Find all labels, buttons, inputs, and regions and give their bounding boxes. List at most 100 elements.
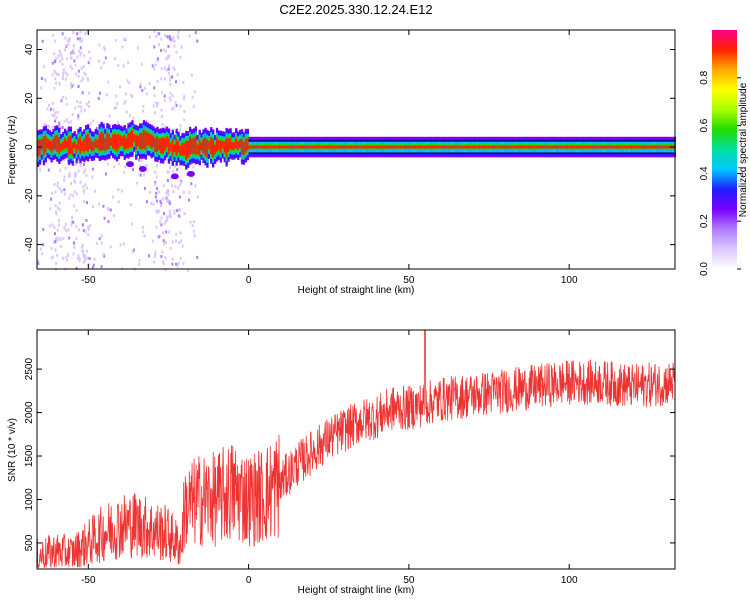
ridge-segment [448, 145, 451, 149]
noise-speckle [65, 43, 68, 47]
noise-speckle [102, 204, 105, 208]
noise-speckle [53, 114, 56, 118]
ridge-segment [356, 145, 359, 149]
spectrum-heatmap [37, 30, 676, 272]
x-tick-label: 50 [403, 575, 415, 586]
noise-speckle [54, 59, 57, 63]
noise-speckle [107, 207, 110, 211]
ridge-segment [106, 132, 109, 150]
ridge-segment [558, 145, 561, 149]
noise-speckle [79, 101, 82, 105]
noise-speckle [86, 102, 88, 106]
ridge-segment [587, 145, 590, 149]
noise-speckle [118, 162, 121, 166]
secondary-blob [138, 166, 147, 173]
ridge-segment [90, 141, 94, 152]
ridge-segment [521, 145, 525, 149]
noise-speckle [44, 79, 47, 83]
noise-speckle [78, 228, 81, 232]
y-tick-label: 2000 [24, 401, 35, 424]
ridge-segment [187, 140, 190, 159]
ridge-segment [289, 145, 292, 149]
noise-speckle [70, 82, 73, 86]
ridge-segment [467, 145, 471, 149]
noise-speckle [92, 263, 95, 267]
ridge-segment [144, 131, 147, 150]
noise-speckle [166, 170, 169, 174]
spectrum-y-axis-label: Frequency (Hz) [7, 116, 18, 185]
noise-speckle [54, 248, 57, 252]
noise-speckle [72, 31, 75, 35]
noise-speckle [166, 215, 169, 219]
noise-speckle [169, 75, 172, 79]
ridge-segment [379, 145, 382, 149]
ridge-segment [602, 145, 605, 149]
noise-speckle [100, 234, 103, 238]
noise-speckle [154, 250, 157, 254]
ridge-segment [214, 144, 217, 155]
ridge-segment [635, 145, 638, 149]
noise-speckle [182, 97, 185, 100]
noise-speckle [158, 32, 161, 36]
noise-speckle [100, 265, 103, 269]
ridge-segment [491, 145, 494, 149]
ridge-segment [450, 145, 453, 149]
noise-speckle [169, 128, 172, 132]
noise-speckle [114, 57, 117, 61]
noise-speckle [87, 61, 90, 65]
ridge-segment [117, 134, 121, 150]
noise-speckle [62, 256, 64, 260]
ridge-segment [221, 141, 224, 149]
noise-speckle [88, 91, 91, 95]
noise-speckle [80, 67, 83, 70]
ridge-segment [566, 145, 569, 149]
noise-speckle [39, 168, 41, 172]
noise-speckle [68, 174, 70, 177]
noise-speckle [76, 256, 79, 260]
noise-speckle [156, 211, 159, 215]
noise-speckle [75, 208, 78, 212]
noise-speckle [79, 46, 82, 50]
noise-speckle [52, 108, 55, 112]
ridge-segment [358, 145, 361, 149]
noise-speckle [77, 116, 80, 120]
ridge-segment [367, 145, 371, 149]
ridge-segment [550, 145, 553, 149]
noise-speckle [64, 256, 67, 260]
noise-speckle [131, 250, 134, 254]
noise-speckle [153, 255, 156, 259]
noise-speckle [41, 39, 44, 43]
ridge-segment [235, 137, 238, 149]
noise-speckle [143, 173, 146, 177]
noise-speckle [153, 260, 156, 264]
noise-speckle [192, 220, 195, 223]
noise-speckle [76, 55, 79, 59]
ridge-segment [479, 145, 482, 149]
ridge-segment [40, 139, 44, 150]
noise-speckle [152, 104, 155, 108]
noise-speckle [83, 200, 86, 203]
ridge-segment [417, 145, 421, 149]
colorbar-tick-label: 0.0 [699, 262, 710, 276]
noise-speckle [54, 77, 57, 81]
noise-speckle [167, 67, 170, 71]
noise-speckle [65, 77, 67, 81]
noise-speckle [161, 250, 164, 254]
ridge-segment [237, 141, 240, 151]
ridge-segment [585, 145, 588, 149]
ridge-segment [458, 145, 461, 149]
noise-speckle [82, 260, 85, 264]
ridge-segment [92, 141, 96, 151]
ridge-segment [402, 145, 405, 149]
ridge-segment [139, 133, 142, 150]
noise-speckle [49, 207, 52, 211]
noise-speckle [55, 81, 58, 85]
ridge-segment [400, 145, 403, 149]
ridge-segment [485, 145, 488, 149]
ridge-segment [190, 138, 194, 154]
noise-speckle [163, 212, 165, 215]
noise-speckle [179, 124, 182, 128]
noise-speckle [77, 85, 80, 88]
noise-speckle [176, 168, 179, 172]
noise-speckle [59, 237, 61, 241]
